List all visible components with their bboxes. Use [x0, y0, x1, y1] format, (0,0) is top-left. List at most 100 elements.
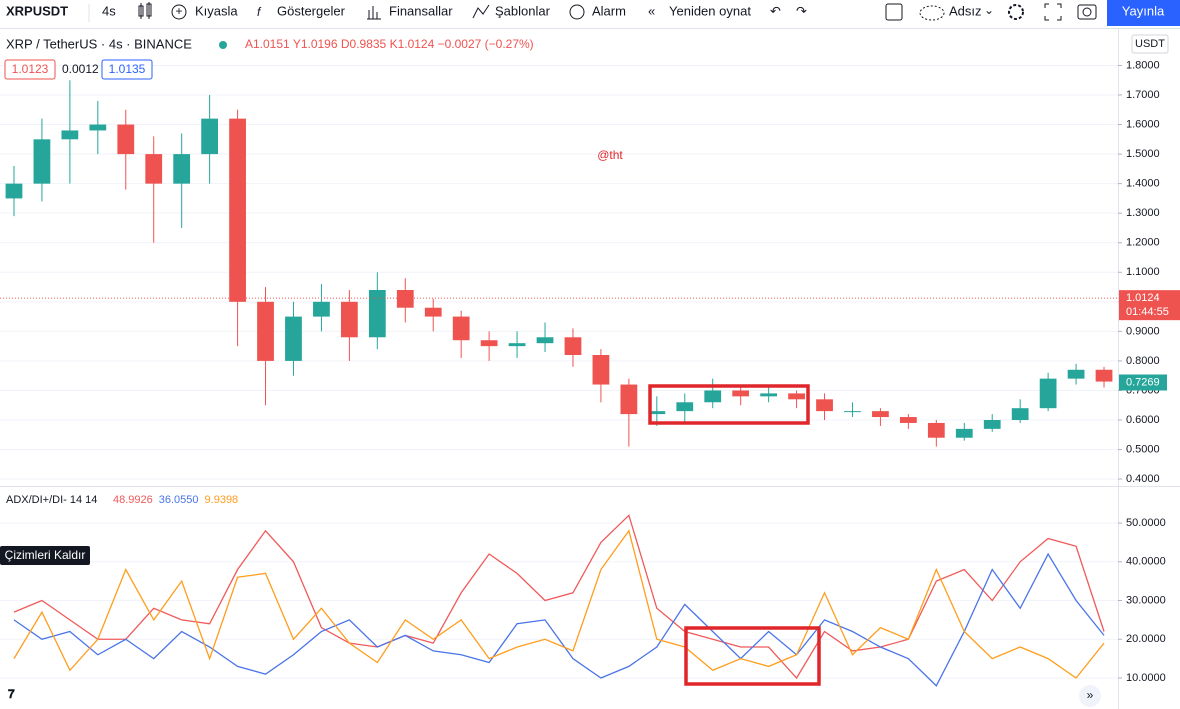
- y-tick-label: 1.3000: [1126, 207, 1160, 219]
- candle-body: [396, 290, 414, 308]
- scroll-icon: »: [1087, 688, 1094, 702]
- y-tick-label: 1.2000: [1126, 237, 1160, 249]
- candle-body: [340, 301, 358, 338]
- toolbar-item[interactable]: Yeniden oynat: [669, 3, 751, 18]
- y-tick-label: 1.4000: [1126, 178, 1160, 190]
- ohlc-legend: A1.0151 Y1.0196 D0.9835 K1.0124 −0.0027 …: [245, 37, 534, 51]
- candle-body: [816, 399, 833, 412]
- y-tick-label: 0.6000: [1126, 414, 1160, 426]
- candle-body: [173, 154, 191, 184]
- publish-button[interactable]: [1107, 0, 1180, 26]
- fullscreen-icon[interactable]: [885, 3, 903, 21]
- candle-body: [704, 390, 722, 403]
- y-tick-label: 1.6000: [1126, 118, 1160, 130]
- indicator-line: [13, 529, 1105, 679]
- y-tick-label: 20.0000: [1126, 633, 1166, 645]
- y-tick-label: 30.0000: [1126, 594, 1166, 606]
- indicator-values: 48.9926 36.0550 9.9398: [113, 494, 238, 506]
- undo-icon[interactable]: ↶: [770, 3, 781, 18]
- candle-body: [592, 355, 610, 385]
- toolbar-item[interactable]: Göstergeler: [277, 3, 346, 18]
- indicators-icon: f: [257, 5, 262, 19]
- ask-box[interactable]: [101, 59, 153, 80]
- layout-name[interactable]: Adsız: [949, 3, 982, 18]
- bid-box[interactable]: [4, 59, 56, 80]
- settings-icon[interactable]: [1008, 4, 1024, 20]
- candle-body: [285, 316, 302, 361]
- currency-box[interactable]: [1131, 34, 1169, 54]
- tv-logo[interactable]: 𝟕: [8, 687, 15, 701]
- plots: [0, 80, 1118, 687]
- currency: USDT: [1135, 38, 1165, 50]
- y-tick-label: 0.8000: [1126, 355, 1160, 367]
- candle-body: [760, 393, 778, 397]
- y-tick-label: 10.0000: [1126, 672, 1166, 684]
- camera-lens: [1082, 7, 1092, 17]
- instrument: XRP / TetherUS · 4s · BINANCE: [6, 36, 192, 51]
- candle-body: [5, 183, 23, 199]
- highlight-box: [684, 626, 821, 686]
- toolbar-item[interactable]: Kıyasla: [195, 3, 238, 18]
- templates-icon: [472, 4, 490, 19]
- highlight-box: [648, 384, 810, 425]
- y-tick-label: 1.1000: [1126, 266, 1160, 278]
- grid: [0, 64, 1118, 679]
- dropdown-icon[interactable]: ⌄: [984, 3, 994, 17]
- candle-body: [899, 417, 917, 423]
- candle-body: [480, 340, 498, 347]
- toolbar-item[interactable]: Alarm: [592, 3, 626, 18]
- last-tag: [1119, 374, 1167, 391]
- y-tick-label: 1.7000: [1126, 89, 1160, 101]
- candle-body: [229, 118, 246, 302]
- toolbar-item[interactable]: Şablonlar: [495, 3, 551, 18]
- candle-body: [257, 301, 274, 361]
- redo-icon[interactable]: ↷: [796, 3, 807, 18]
- candle-body: [424, 307, 442, 317]
- indicator-value: 9.9398: [205, 494, 239, 506]
- candle-body: [927, 422, 945, 438]
- candle-body: [89, 124, 107, 131]
- y-tick-label: 0.4000: [1126, 473, 1160, 485]
- candle-body: [955, 428, 973, 438]
- remove-drawings-button[interactable]: [0, 546, 90, 565]
- candle-body: [732, 390, 750, 397]
- indicator-line: [13, 552, 1105, 687]
- candle-body: [145, 154, 163, 184]
- spread: 0.0012: [62, 62, 99, 76]
- candle-body: [508, 343, 526, 347]
- y-tick-label: 1.5000: [1126, 148, 1160, 160]
- price-tag-label: 1.0124: [1126, 292, 1160, 304]
- y-tick-label: 1.8000: [1126, 59, 1160, 71]
- compare-plus: +: [175, 4, 182, 18]
- candle-body: [788, 393, 805, 400]
- scroll-button[interactable]: [1079, 685, 1101, 707]
- compare-icon[interactable]: [171, 4, 187, 20]
- candle-icon[interactable]: [138, 2, 152, 19]
- candle-body: [536, 337, 554, 344]
- candle-body: [33, 139, 51, 184]
- y-tick-label: 0.9000: [1126, 325, 1160, 337]
- candle-body: [872, 411, 889, 418]
- toolbar-item[interactable]: Finansallar: [389, 3, 453, 18]
- replay-icon: «: [648, 3, 655, 18]
- candle-body: [676, 402, 694, 412]
- financials-icon: [367, 6, 381, 20]
- indicator-value: 36.0550: [159, 494, 199, 506]
- last-tag-label: 0.7269: [1126, 376, 1160, 388]
- candle-body: [1095, 369, 1113, 382]
- interval[interactable]: 4s: [102, 3, 116, 18]
- candle-body: [844, 411, 861, 413]
- candle-body: [313, 301, 330, 317]
- expand-icon[interactable]: [1044, 3, 1062, 21]
- candle-body: [368, 290, 386, 338]
- candle-body: [201, 118, 219, 155]
- symbol[interactable]: XRPUSDT: [6, 3, 68, 18]
- candle-body: [1067, 369, 1085, 379]
- indicator-value: 48.9926: [113, 494, 153, 506]
- candle-body: [452, 316, 470, 341]
- camera-icon[interactable]: [1077, 4, 1097, 20]
- price-tag: [1119, 290, 1180, 321]
- candle-body: [983, 420, 1001, 429]
